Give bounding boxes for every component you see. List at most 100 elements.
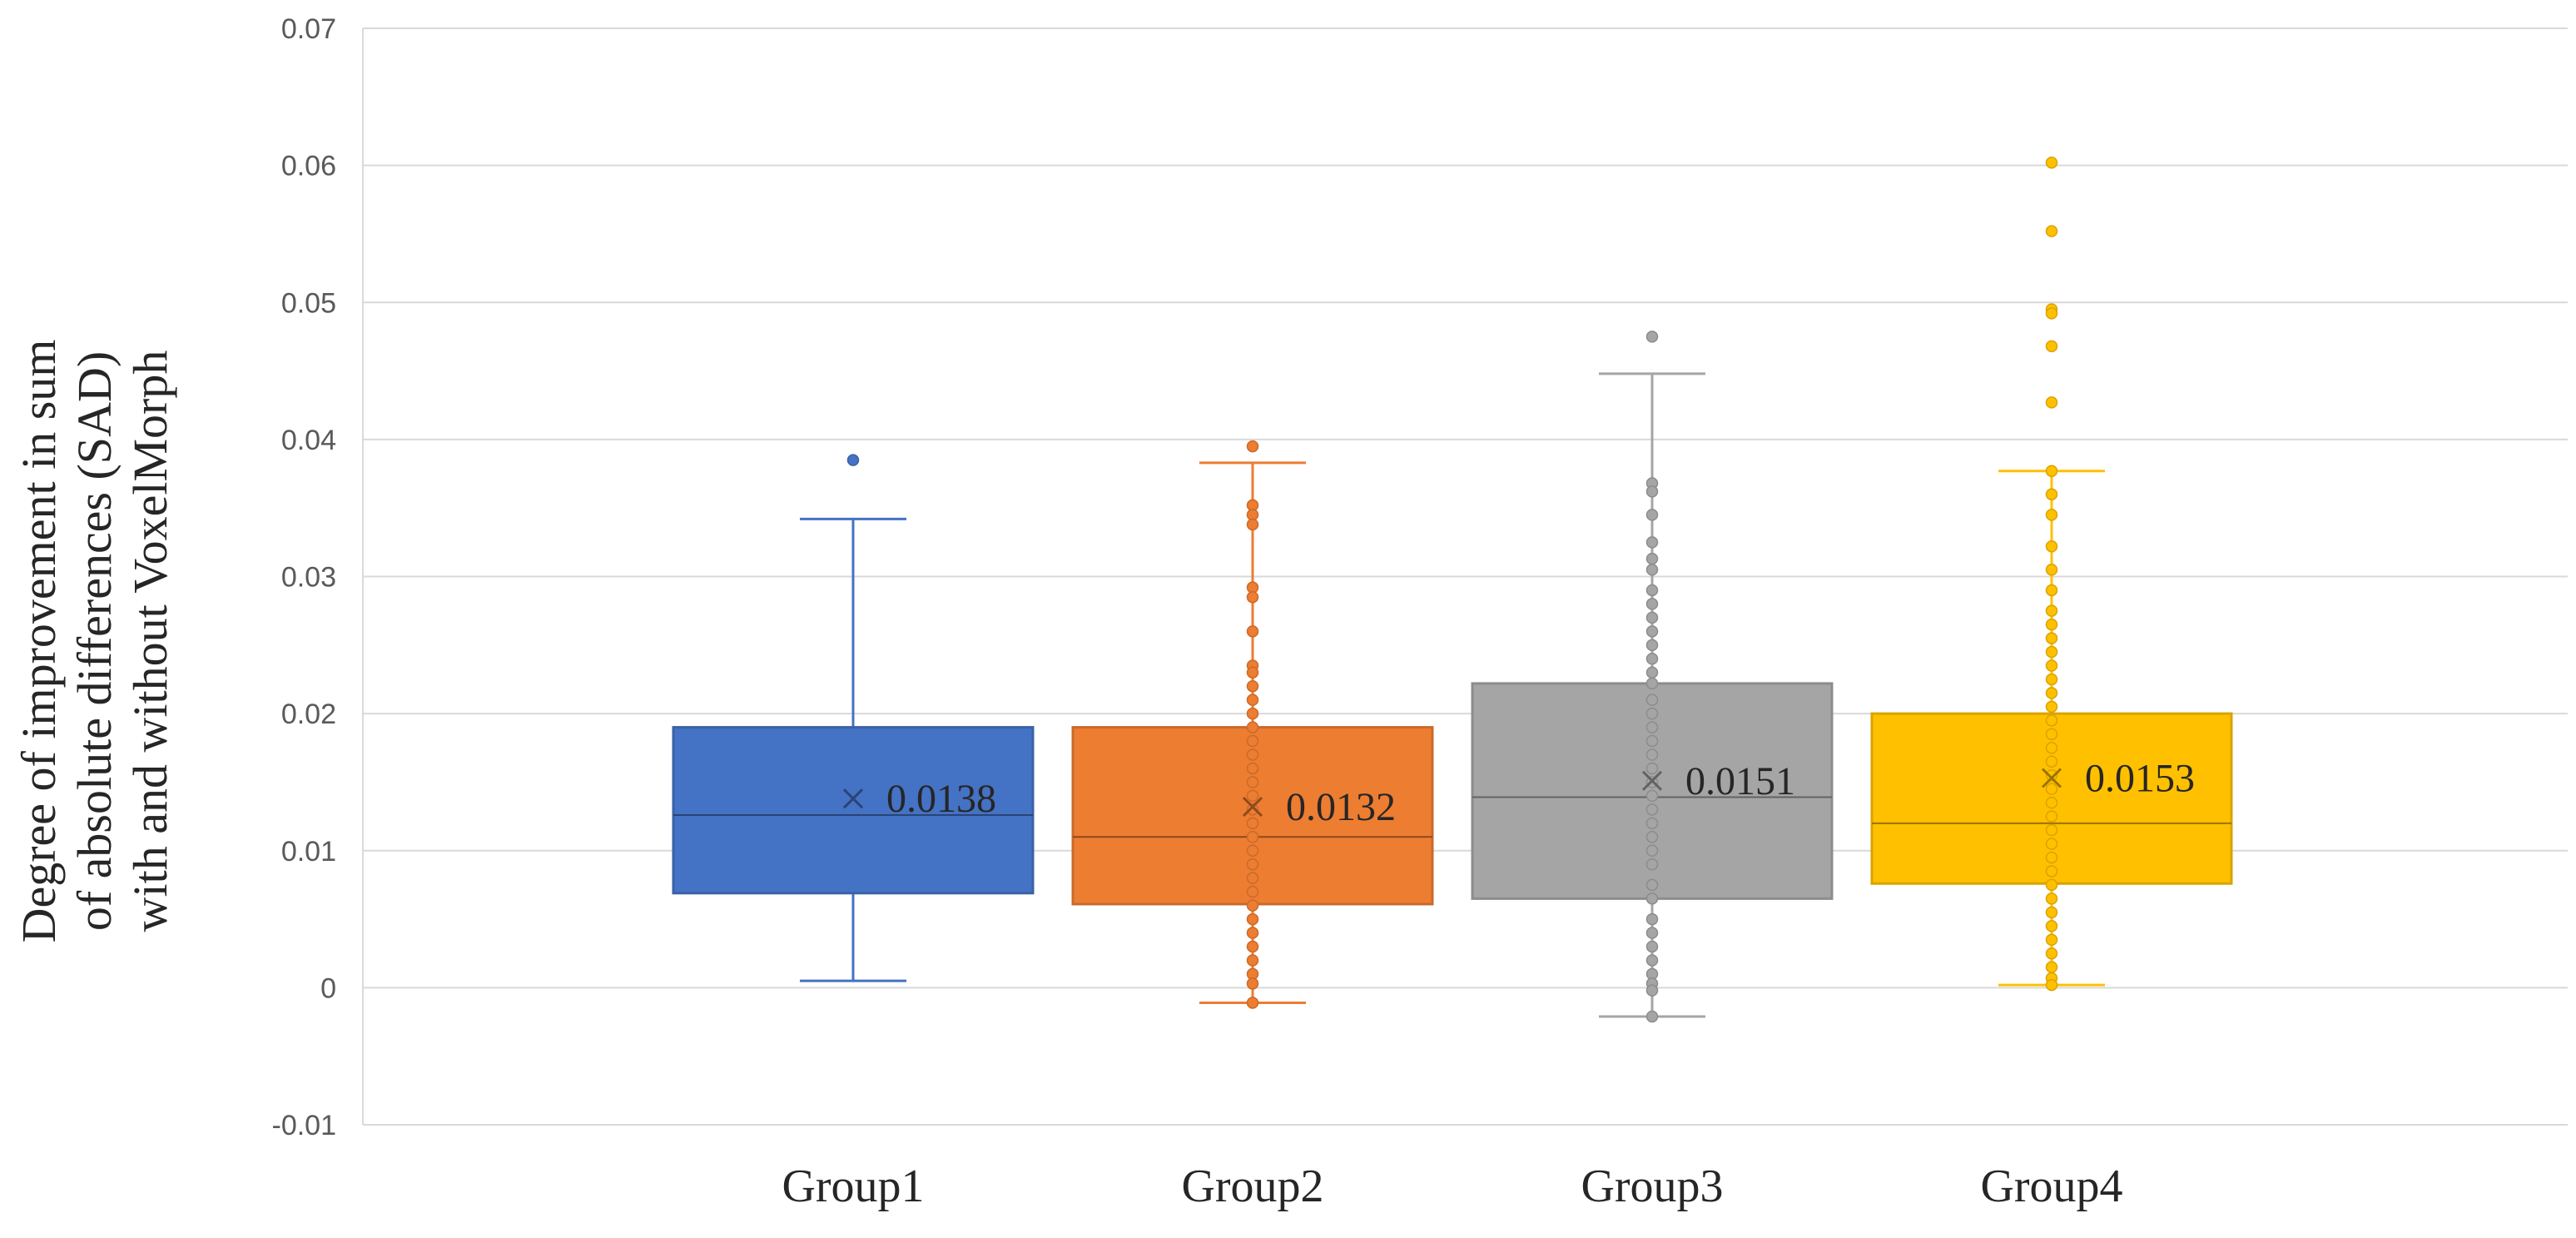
box-group1: 0.0138 xyxy=(672,454,1035,982)
data-point xyxy=(1645,831,1659,843)
data-point xyxy=(1246,721,1259,733)
data-point xyxy=(1645,734,1659,748)
data-point xyxy=(2045,742,2058,754)
y-tick-label: 0.04 xyxy=(281,425,336,456)
data-point xyxy=(1645,817,1659,830)
data-point xyxy=(1645,803,1659,816)
y-tick-label: 0 xyxy=(320,972,336,1004)
data-point xyxy=(1246,518,1259,531)
data-point xyxy=(1246,776,1259,788)
data-point xyxy=(1645,611,1659,624)
data-point xyxy=(1246,940,1259,953)
data-point xyxy=(1246,666,1259,679)
data-point xyxy=(1246,762,1259,775)
data-point xyxy=(2045,783,2058,795)
data-point xyxy=(1246,844,1259,857)
data-point xyxy=(1645,927,1659,939)
data-point xyxy=(1645,653,1659,665)
y-axis-title-line-3: with and without VoxelMorph xyxy=(123,351,177,932)
mean-marker xyxy=(842,788,864,809)
x-axis-tick-labels: Group1 Group2 Group3 Group4 xyxy=(782,1161,2122,1212)
data-point xyxy=(2045,687,2058,699)
data-point xyxy=(2045,618,2058,631)
data-point xyxy=(2045,509,2058,521)
data-point xyxy=(2045,755,2058,768)
data-point xyxy=(2045,961,2058,973)
data-point xyxy=(1246,912,1259,926)
boxes: 0.0138 0.0132 0.0151 0.0153 xyxy=(672,157,2233,1023)
data-point xyxy=(1246,734,1259,748)
data-point xyxy=(1645,940,1659,953)
data-point xyxy=(1246,707,1259,720)
data-point xyxy=(1246,954,1259,967)
data-point xyxy=(2045,604,2058,617)
data-point xyxy=(1645,536,1659,549)
data-point xyxy=(1645,789,1659,803)
data-point xyxy=(2045,340,2058,353)
data-point xyxy=(2045,488,2058,500)
data-point xyxy=(1246,803,1259,816)
data-point xyxy=(2045,851,2058,864)
data-point xyxy=(2045,878,2058,892)
data-point xyxy=(2045,632,2058,644)
gridlines xyxy=(362,27,2568,1126)
data-point xyxy=(2045,700,2058,713)
data-point xyxy=(1645,677,1659,690)
data-point xyxy=(1246,885,1259,898)
data-point xyxy=(2045,796,2058,809)
mean-marker xyxy=(2041,768,2062,788)
data-point xyxy=(2045,892,2058,905)
data-point xyxy=(1246,997,1259,1009)
data-point xyxy=(1645,954,1659,967)
data-point xyxy=(2045,906,2058,919)
data-point xyxy=(2045,645,2058,659)
data-point xyxy=(1645,584,1659,597)
data-point xyxy=(1645,509,1659,521)
data-point xyxy=(1645,721,1659,733)
y-tick-label: 0.07 xyxy=(281,13,336,45)
x-tick-label: Group4 xyxy=(1980,1161,2122,1212)
data-point xyxy=(1246,694,1259,706)
y-axis-title-line-1: Degree of improvement in sum xyxy=(12,340,66,943)
data-point xyxy=(1246,590,1259,604)
data-point xyxy=(1645,485,1659,498)
data-point xyxy=(1246,440,1259,453)
x-tick-label: Group3 xyxy=(1581,1161,1723,1212)
data-point xyxy=(2045,838,2058,850)
data-point xyxy=(1645,748,1659,761)
data-point xyxy=(1246,679,1259,693)
data-point xyxy=(2045,157,2058,169)
data-point xyxy=(2045,823,2058,837)
data-point xyxy=(1246,789,1259,803)
data-point xyxy=(1645,331,1659,343)
y-tick-label: 0.01 xyxy=(281,836,336,868)
data-point xyxy=(2045,947,2058,960)
data-point xyxy=(1246,817,1259,830)
data-point xyxy=(1645,552,1659,565)
data-point xyxy=(1246,899,1259,912)
box-group2: 0.0132 xyxy=(1071,440,1434,1009)
x-tick-label: Group1 xyxy=(782,1161,924,1212)
data-point xyxy=(1645,564,1659,576)
data-point xyxy=(2045,810,2058,823)
data-point xyxy=(1246,927,1259,939)
mean-marker xyxy=(1242,797,1263,818)
data-point xyxy=(2045,307,2058,320)
data-point xyxy=(1246,977,1259,990)
data-point xyxy=(2045,540,2058,553)
data-point xyxy=(2045,768,2058,782)
data-point xyxy=(2045,728,2058,741)
data-point xyxy=(1645,598,1659,610)
data-point xyxy=(2045,564,2058,576)
y-tick-label: 0.02 xyxy=(281,699,336,730)
y-axis-title-line-2: of absolute differences (SAD) xyxy=(67,351,122,931)
data-point xyxy=(1645,984,1659,997)
data-point xyxy=(2045,396,2058,409)
mean-data-label: 0.0153 xyxy=(2085,756,2195,800)
data-point xyxy=(2045,920,2058,932)
mean-data-label: 0.0132 xyxy=(1286,785,1396,829)
data-point xyxy=(2045,659,2058,672)
data-point xyxy=(2045,465,2058,477)
data-point xyxy=(1645,707,1659,720)
